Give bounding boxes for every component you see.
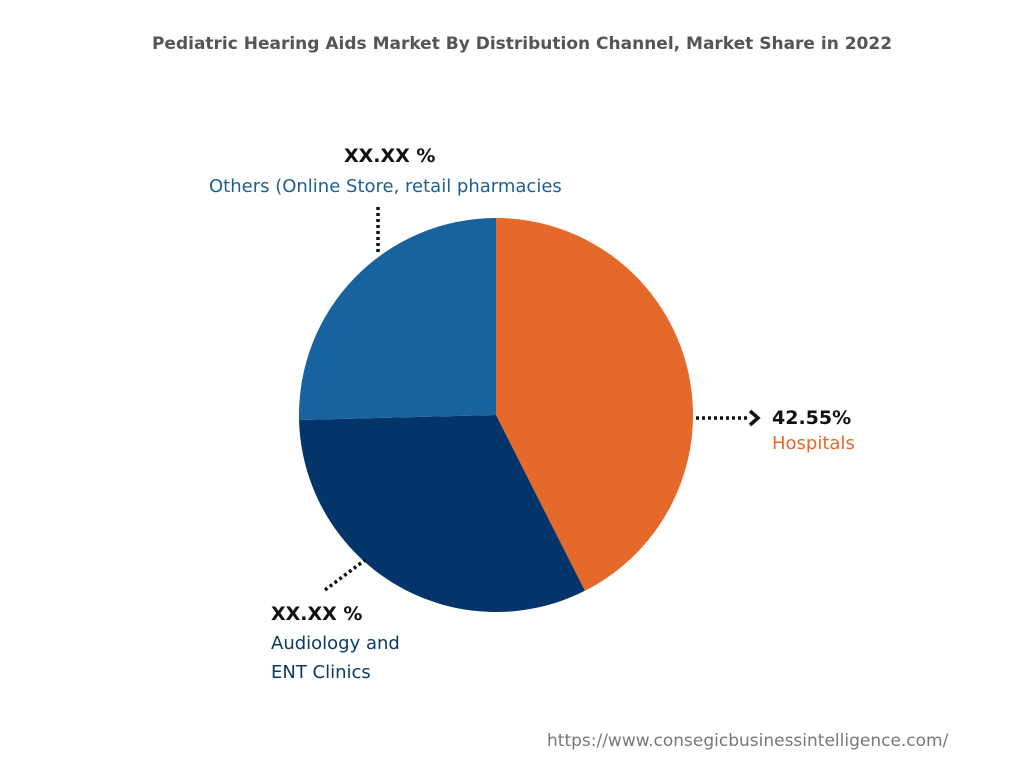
others-value: XX.XX % bbox=[344, 145, 436, 167]
pie-slice-2 bbox=[299, 218, 496, 420]
leader-lines bbox=[323, 207, 748, 592]
hospitals-value: 42.55% bbox=[772, 407, 852, 429]
others-name: Others (Online Store, retail pharmacies bbox=[209, 176, 562, 197]
leader-line-audiology bbox=[323, 558, 367, 592]
pie-slice-1 bbox=[299, 415, 585, 612]
hospitals-name: Hospitals bbox=[772, 433, 855, 454]
others-label: XX.XX % bbox=[344, 145, 435, 167]
chart-title: Pediatric Hearing Aids Market By Distrib… bbox=[151, 34, 893, 54]
source-url[interactable]: https://www.consegicbusinessintelligence… bbox=[547, 731, 949, 751]
hospitals-label: 42.55% Hospitals bbox=[772, 407, 855, 454]
arrow-head-icon bbox=[748, 409, 761, 427]
audiology-name-line1: Audiology and bbox=[271, 633, 400, 654]
audiology-value: XX.XX % bbox=[271, 603, 363, 625]
audiology-name-line2: ENT Clinics bbox=[271, 662, 371, 683]
pie-slice-0 bbox=[496, 218, 694, 591]
audiology-label: XX.XX % Audiology and ENT Clinics bbox=[271, 600, 400, 687]
